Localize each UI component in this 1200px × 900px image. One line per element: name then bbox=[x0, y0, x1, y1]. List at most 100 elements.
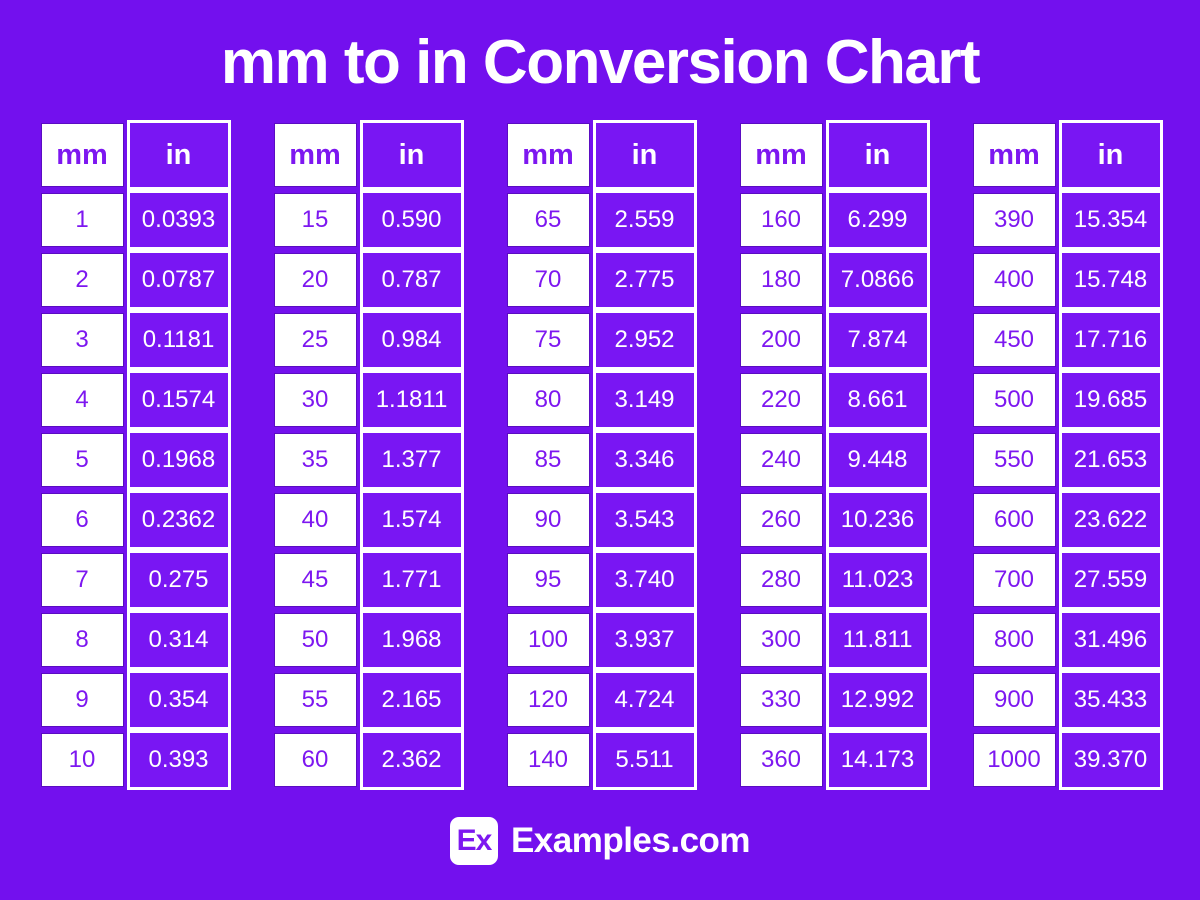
mm-value: 80 bbox=[503, 370, 593, 430]
in-value: 2.362 bbox=[359, 730, 464, 790]
mm-value: 50 bbox=[270, 610, 360, 670]
column-header-mm: mm bbox=[736, 120, 826, 190]
mm-value: 180 bbox=[736, 250, 826, 310]
table-row: 600 23.622 bbox=[969, 490, 1163, 550]
header-row: mm in bbox=[503, 120, 697, 190]
in-value: 5.511 bbox=[592, 730, 697, 790]
mm-value: 20 bbox=[270, 250, 360, 310]
in-value: 3.937 bbox=[592, 610, 697, 670]
mm-value: 800 bbox=[969, 610, 1059, 670]
table-row: 120 4.724 bbox=[503, 670, 697, 730]
table-row: 800 31.496 bbox=[969, 610, 1163, 670]
mm-value: 500 bbox=[969, 370, 1059, 430]
column-header-mm: mm bbox=[969, 120, 1059, 190]
in-value: 3.346 bbox=[592, 430, 697, 490]
in-value: 4.724 bbox=[592, 670, 697, 730]
table-row: 900 35.433 bbox=[969, 670, 1163, 730]
mm-value: 220 bbox=[736, 370, 826, 430]
mm-value: 3 bbox=[37, 310, 127, 370]
table-row: 1000 39.370 bbox=[969, 730, 1163, 790]
in-value: 23.622 bbox=[1058, 490, 1163, 550]
mm-value: 600 bbox=[969, 490, 1059, 550]
table-row: 55 2.165 bbox=[270, 670, 464, 730]
mm-value: 10 bbox=[37, 730, 127, 790]
mm-value: 85 bbox=[503, 430, 593, 490]
mm-value: 45 bbox=[270, 550, 360, 610]
table-row: 65 2.559 bbox=[503, 190, 697, 250]
in-value: 0.354 bbox=[126, 670, 231, 730]
mm-value: 1 bbox=[37, 190, 127, 250]
site-name: Examples.com bbox=[510, 821, 751, 860]
table-row: 700 27.559 bbox=[969, 550, 1163, 610]
in-value: 0.1574 bbox=[126, 370, 231, 430]
in-value: 9.448 bbox=[825, 430, 930, 490]
table-row: 260 10.236 bbox=[736, 490, 930, 550]
in-value: 15.748 bbox=[1058, 250, 1163, 310]
in-value: 15.354 bbox=[1058, 190, 1163, 250]
examples-logo-icon: Ex bbox=[449, 817, 498, 865]
mm-value: 390 bbox=[969, 190, 1059, 250]
in-value: 31.496 bbox=[1058, 610, 1163, 670]
table-row: 30 1.1811 bbox=[270, 370, 464, 430]
mm-value: 240 bbox=[736, 430, 826, 490]
in-value: 3.149 bbox=[592, 370, 697, 430]
in-value: 21.653 bbox=[1058, 430, 1163, 490]
table-row: 280 11.023 bbox=[736, 550, 930, 610]
mm-value: 900 bbox=[969, 670, 1059, 730]
in-value: 2.952 bbox=[592, 310, 697, 370]
mm-value: 75 bbox=[503, 310, 593, 370]
table-row: 390 15.354 bbox=[969, 190, 1163, 250]
in-value: 3.740 bbox=[592, 550, 697, 610]
table-row: 140 5.511 bbox=[503, 730, 697, 790]
mm-value: 8 bbox=[37, 610, 127, 670]
in-value: 0.0393 bbox=[126, 190, 231, 250]
in-value: 35.433 bbox=[1058, 670, 1163, 730]
table-row: 2 0.0787 bbox=[37, 250, 231, 310]
table-row: 9 0.354 bbox=[37, 670, 231, 730]
in-value: 0.787 bbox=[359, 250, 464, 310]
conversion-table-4: mm in 160 6.299 180 7.0866 200 7.874 220 8.661 240… bbox=[736, 120, 930, 790]
in-value: 10.236 bbox=[825, 490, 930, 550]
conversion-table-2: mm in 15 0.590 20 0.787 25 0.984 30 1.1811 35 1.377… bbox=[270, 120, 464, 790]
table-row: 40 1.574 bbox=[270, 490, 464, 550]
mm-value: 9 bbox=[37, 670, 127, 730]
column-header-in: in bbox=[1058, 120, 1163, 190]
in-value: 0.0787 bbox=[126, 250, 231, 310]
in-value: 19.685 bbox=[1058, 370, 1163, 430]
in-value: 7.874 bbox=[825, 310, 930, 370]
table-row: 180 7.0866 bbox=[736, 250, 930, 310]
in-value: 6.299 bbox=[825, 190, 930, 250]
page-title: mm to in Conversion Chart bbox=[220, 28, 981, 97]
in-value: 0.2362 bbox=[126, 490, 231, 550]
conversion-table-5: mm in 390 15.354 400 15.748 450 17.716 500 19.685… bbox=[969, 120, 1163, 790]
table-row: 5 0.1968 bbox=[37, 430, 231, 490]
column-header-in: in bbox=[359, 120, 464, 190]
in-value: 39.370 bbox=[1058, 730, 1163, 790]
mm-value: 450 bbox=[969, 310, 1059, 370]
in-value: 17.716 bbox=[1058, 310, 1163, 370]
table-row: 4 0.1574 bbox=[37, 370, 231, 430]
in-value: 11.811 bbox=[825, 610, 930, 670]
table-row: 3 0.1181 bbox=[37, 310, 231, 370]
table-row: 75 2.952 bbox=[503, 310, 697, 370]
table-row: 450 17.716 bbox=[969, 310, 1163, 370]
in-value: 27.559 bbox=[1058, 550, 1163, 610]
conversion-table-1: mm in 1 0.0393 2 0.0787 3 0.1181 4 0.1574 5 0.1968 6… bbox=[37, 120, 231, 790]
mm-value: 400 bbox=[969, 250, 1059, 310]
in-value: 14.173 bbox=[825, 730, 930, 790]
table-row: 360 14.173 bbox=[736, 730, 930, 790]
table-row: 400 15.748 bbox=[969, 250, 1163, 310]
in-value: 2.775 bbox=[592, 250, 697, 310]
header-row: mm in bbox=[969, 120, 1163, 190]
table-row: 200 7.874 bbox=[736, 310, 930, 370]
column-header-mm: mm bbox=[37, 120, 127, 190]
table-row: 85 3.346 bbox=[503, 430, 697, 490]
table-row: 6 0.2362 bbox=[37, 490, 231, 550]
mm-value: 15 bbox=[270, 190, 360, 250]
mm-value: 160 bbox=[736, 190, 826, 250]
mm-value: 2 bbox=[37, 250, 127, 310]
mm-value: 280 bbox=[736, 550, 826, 610]
in-value: 1.771 bbox=[359, 550, 464, 610]
mm-value: 55 bbox=[270, 670, 360, 730]
